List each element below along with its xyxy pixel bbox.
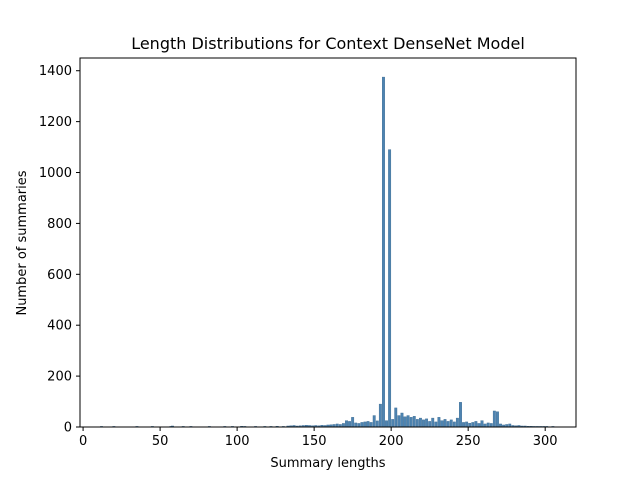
x-tick-label: 100 (225, 434, 250, 449)
histogram-bar (388, 149, 392, 428)
histogram-bar (468, 422, 472, 428)
x-tick-label: 250 (456, 434, 481, 449)
histogram-bar (409, 417, 413, 428)
histogram-bar (400, 412, 404, 428)
x-axis-ticks: 0 50 100 150 200 250 300 (79, 427, 558, 449)
histogram-bar (397, 415, 401, 428)
histogram-bar (385, 420, 388, 428)
histogram-bar (345, 420, 348, 428)
histogram-bar (375, 420, 379, 428)
histogram-bar (434, 421, 438, 428)
histogram-bar (449, 419, 453, 428)
histogram-bar (341, 423, 345, 428)
histogram-bar (443, 419, 447, 428)
histogram-bar (412, 416, 416, 428)
x-tick-label: 200 (379, 434, 404, 449)
histogram-bar (394, 407, 398, 428)
y-tick-label: 200 (47, 370, 72, 385)
histogram-bar (492, 410, 496, 428)
histogram-bar (391, 419, 395, 428)
histogram-bar (477, 423, 481, 428)
histogram-bar (378, 403, 382, 428)
histogram-bar (440, 420, 444, 428)
histogram-bar (351, 417, 355, 428)
y-axis-ticks: 0 200 400 600 800 1000 1200 1400 (39, 64, 80, 436)
histogram-bar (422, 419, 425, 428)
histogram-bar (415, 419, 419, 428)
histogram-bar (428, 421, 432, 428)
histogram-bar (418, 417, 422, 428)
x-tick-label: 50 (152, 434, 169, 449)
histogram-bar (348, 421, 351, 428)
y-tick-label: 1000 (39, 166, 72, 181)
histogram-bar (366, 421, 370, 428)
y-tick-label: 400 (47, 319, 72, 334)
histogram-bar (465, 421, 469, 428)
histogram-bar (471, 422, 475, 428)
plot-frame (79, 57, 577, 428)
y-tick-label: 0 (64, 421, 72, 436)
histogram-bar (480, 420, 484, 428)
x-tick-label: 0 (79, 434, 87, 449)
histogram-bar (406, 415, 410, 428)
histogram-bar (363, 421, 367, 428)
histogram-bar (462, 422, 465, 428)
x-tick-label: 150 (302, 434, 327, 449)
histogram-bar (360, 422, 364, 428)
histogram-bar (446, 421, 450, 428)
histogram-bar (437, 417, 441, 428)
histogram-bar (474, 421, 478, 428)
histogram-bar (486, 422, 490, 428)
y-tick-label: 600 (47, 268, 72, 283)
chart-title: Length Distributions for Context DenseNe… (131, 34, 525, 53)
histogram-bar (431, 417, 435, 428)
histogram-bar (489, 423, 493, 428)
histogram-bar (369, 422, 373, 428)
histogram-bar (496, 411, 499, 428)
plot-area (80, 58, 576, 427)
x-tick-label: 300 (533, 434, 558, 449)
histogram-bar (459, 402, 462, 428)
histogram-bar (455, 417, 459, 428)
histogram-bar (382, 76, 385, 428)
histogram-bar (372, 415, 376, 428)
histogram-bar (425, 418, 429, 428)
y-tick-label: 1400 (39, 64, 72, 79)
y-axis-label: Number of summaries (15, 170, 30, 315)
x-axis-label: Summary lengths (270, 456, 385, 471)
histogram-bar (403, 416, 407, 428)
histogram-bar (357, 423, 361, 428)
y-tick-label: 800 (47, 217, 72, 232)
histogram-bar (452, 421, 456, 428)
histogram-bar (354, 422, 358, 428)
y-tick-label: 1200 (39, 115, 72, 130)
